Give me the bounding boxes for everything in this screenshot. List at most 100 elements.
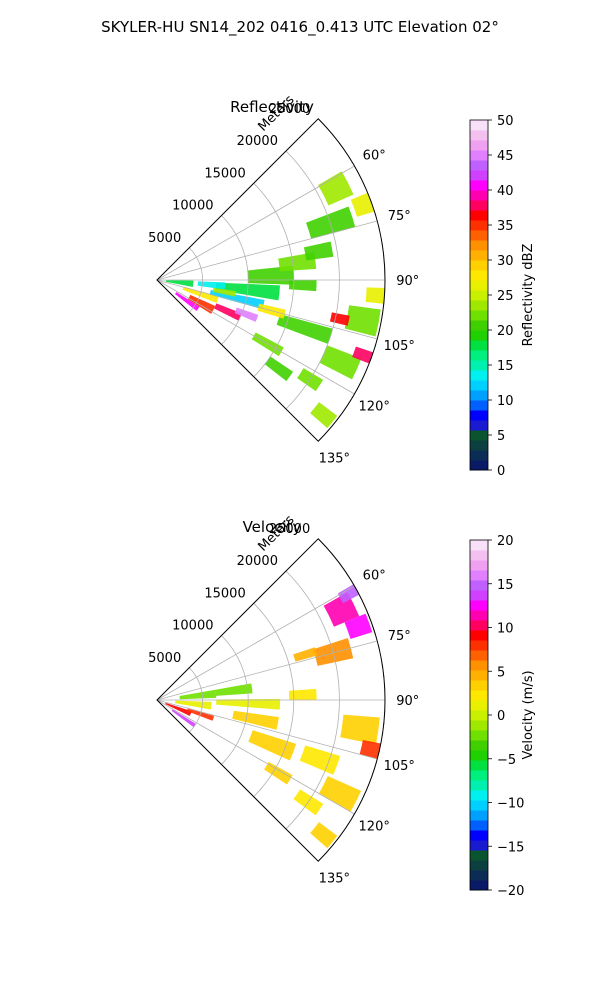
colorbar-swatch <box>470 540 488 551</box>
colorbar-swatch <box>470 820 488 831</box>
range-tick-label: 5000 <box>148 651 181 666</box>
range-tick-label: 20000 <box>237 554 278 569</box>
colorbar-tick-label: 0 <box>497 709 505 724</box>
colorbar-swatch <box>470 750 488 761</box>
colorbar-swatch <box>470 190 488 201</box>
colorbar-swatch <box>470 550 488 561</box>
azimuth-tick-label: 60° <box>363 149 386 164</box>
colorbar-swatch <box>470 690 488 701</box>
range-tick-label: 10000 <box>172 199 213 214</box>
colorbar-swatch <box>470 670 488 681</box>
colorbar-swatch <box>470 370 488 381</box>
echo-cell <box>340 714 380 745</box>
azimuth-tick-label: 60° <box>363 569 386 584</box>
echo-cell <box>359 740 381 760</box>
colorbar-tick-label: 5 <box>497 665 505 680</box>
echo-cell <box>264 761 293 785</box>
echo-cell <box>248 730 297 761</box>
echo-cell <box>288 280 317 292</box>
echo-cell <box>209 289 265 310</box>
reflectivity-title: Reflectivity <box>230 98 314 116</box>
velocity-panel: Velocity 500010000150002000025000Meters6… <box>148 512 536 899</box>
colorbar-tick-label: 40 <box>497 184 514 199</box>
echo-cell <box>352 346 374 364</box>
azimuth-gridline <box>156 279 378 340</box>
colorbar-tick-label: 10 <box>497 394 514 409</box>
reflectivity-panel: Reflectivity 500010000150002000025000Met… <box>148 92 536 479</box>
echo-cell <box>288 688 317 700</box>
colorbar-swatch <box>470 310 488 321</box>
echo-cell <box>299 745 341 775</box>
azimuth-tick-label: 120° <box>359 819 390 834</box>
echo-cell <box>350 192 375 217</box>
range-tick-label: 15000 <box>204 586 245 601</box>
colorbar-swatch <box>470 570 488 581</box>
colorbar-swatch <box>470 390 488 401</box>
colorbar-swatch <box>470 350 488 361</box>
colorbar-swatch <box>470 650 488 661</box>
range-tick-label: 15000 <box>204 166 245 181</box>
azimuth-tick-label: 75° <box>388 629 411 644</box>
echo-cell <box>318 171 354 206</box>
echo-cell <box>232 710 279 730</box>
range-tick-label: 25000 <box>269 102 310 117</box>
colorbar-swatch <box>470 420 488 431</box>
echo-cell <box>171 709 196 728</box>
colorbar-swatch <box>470 810 488 821</box>
azimuth-tick-label: 105° <box>384 339 415 354</box>
colorbar-swatch <box>470 760 488 771</box>
colorbar-swatch <box>470 410 488 421</box>
colorbar-swatch <box>470 880 488 891</box>
range-tick-label: 25000 <box>269 522 310 537</box>
colorbar-tick-label: −5 <box>497 753 516 768</box>
colorbar-swatch <box>470 330 488 341</box>
colorbar-tick-label: −10 <box>497 797 524 812</box>
echo-cell <box>174 292 200 311</box>
colorbar-swatch <box>470 120 488 131</box>
azimuth-gridline <box>156 699 355 815</box>
echo-cell <box>305 206 356 239</box>
colorbar-swatch <box>470 440 488 451</box>
echo-cell <box>165 280 194 287</box>
colorbar-swatch <box>470 260 488 271</box>
colorbar-swatch <box>470 170 488 181</box>
colorbar-swatch <box>470 270 488 281</box>
echo-cell <box>264 356 294 382</box>
range-tick-label: 10000 <box>172 619 213 634</box>
echo-cell <box>214 303 242 321</box>
range-tick-label: 5000 <box>148 231 181 246</box>
colorbar-tick-label: 15 <box>497 359 514 374</box>
colorbar-swatch <box>470 580 488 591</box>
colorbar-swatch <box>470 430 488 441</box>
colorbar-swatch <box>470 200 488 211</box>
colorbar-tick-label: 10 <box>497 622 514 637</box>
figure-suptitle: SKYLER-HU SN14_202 0416_0.413 UTC Elevat… <box>101 18 499 37</box>
echo-cell <box>344 305 381 337</box>
colorbar-tick-label: 45 <box>497 149 514 164</box>
colorbar-swatch <box>470 850 488 861</box>
colorbar-tick-label: 15 <box>497 578 514 593</box>
colorbar-swatch <box>470 730 488 741</box>
colorbar-swatch <box>470 130 488 141</box>
echo-cell <box>319 345 362 380</box>
colorbar-swatch <box>470 600 488 611</box>
velocity-colorbar: −20 −15 −10 −5 0 5 10 15 20 Velocity (m/s) <box>469 534 536 899</box>
colorbar-label: Velocity (m/s) <box>521 670 536 759</box>
colorbar-swatch <box>470 240 488 251</box>
echo-cell <box>337 584 360 604</box>
colorbar-tick-label: 20 <box>497 534 514 549</box>
velocity-title: Velocity <box>243 518 302 536</box>
azimuth-gridline <box>156 279 355 395</box>
colorbar-swatch <box>470 640 488 651</box>
echo-cell <box>365 287 385 304</box>
colorbar-swatch <box>470 150 488 161</box>
colorbar-swatch <box>470 460 488 471</box>
reflectivity-colorbar: 0 5 10 15 20 25 30 35 40 45 50 Reflectivity dBZ <box>469 114 536 479</box>
azimuth-gridline <box>156 699 378 760</box>
azimuth-tick-label: 135° <box>319 451 350 466</box>
colorbar-swatch <box>470 320 488 331</box>
colorbar-swatch <box>470 780 488 791</box>
colorbar-tick-label: 35 <box>497 219 514 234</box>
echo-cell <box>215 683 253 696</box>
